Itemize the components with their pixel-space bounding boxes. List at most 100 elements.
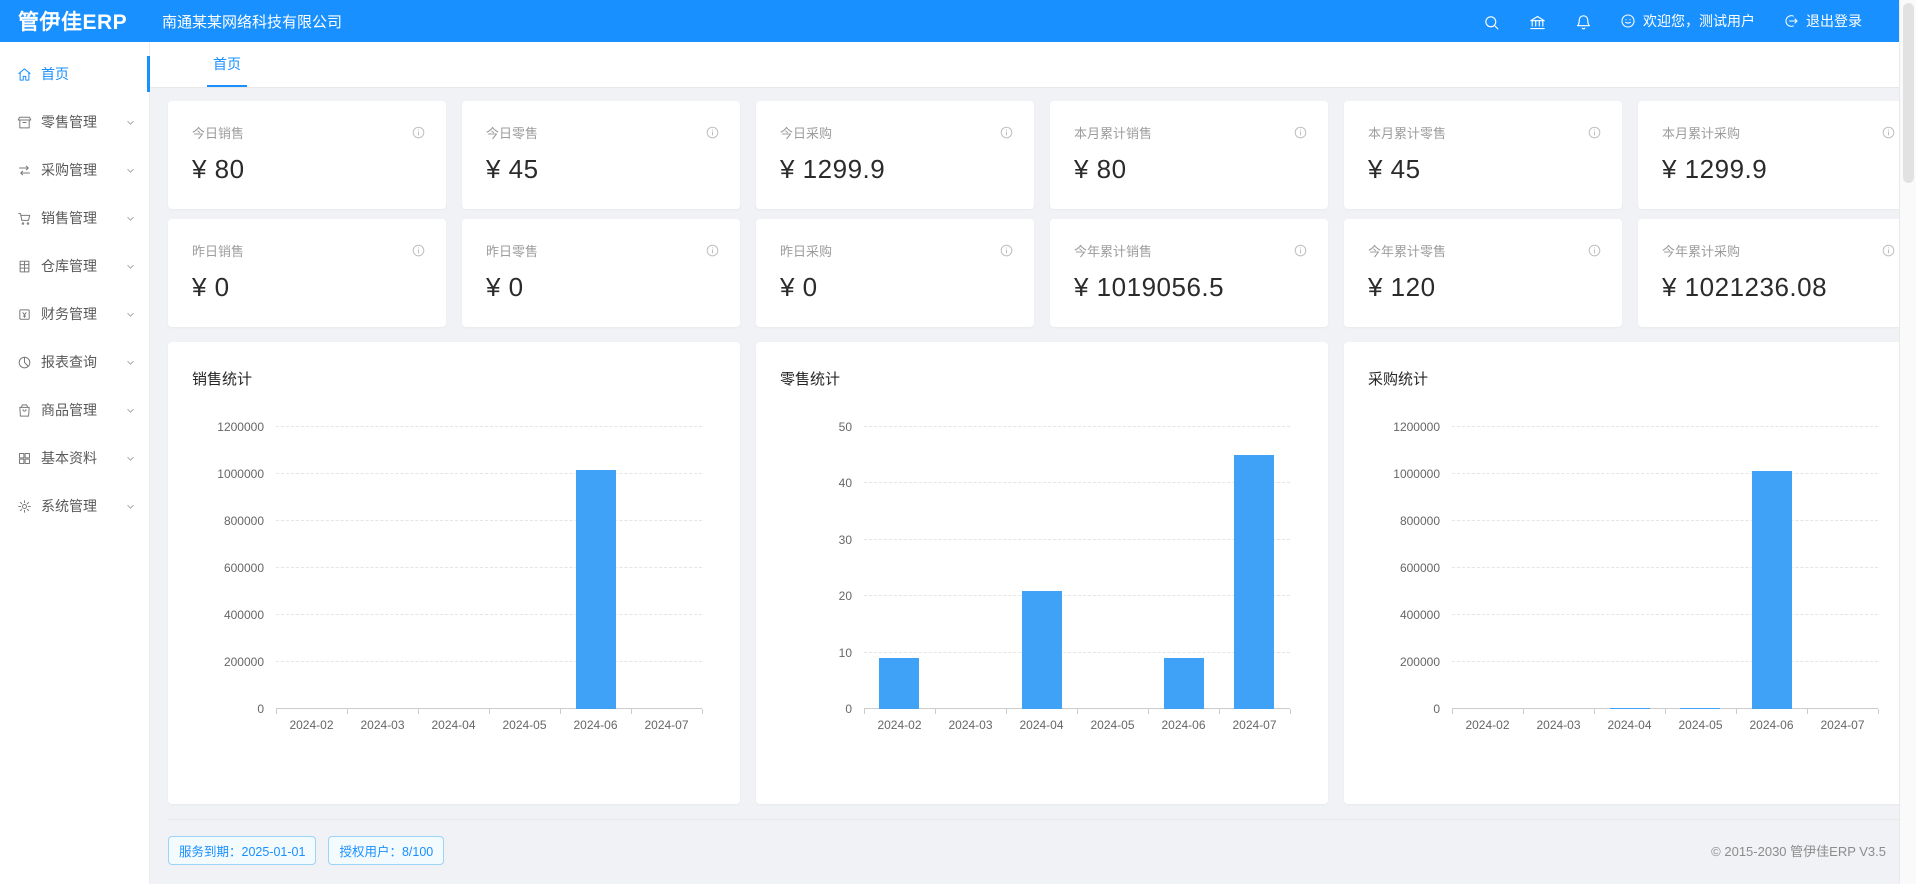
logout-label: 退出登录 xyxy=(1806,13,1862,29)
gridline xyxy=(1452,567,1878,568)
swap-icon xyxy=(19,165,30,175)
sidebar-item-purchase[interactable]: 采购管理 xyxy=(0,150,149,190)
info-icon[interactable] xyxy=(705,125,720,140)
stat-card-yesterday-purchase: 昨日采购 ¥ 0 xyxy=(756,219,1034,327)
sales-bar-2024-06[interactable] xyxy=(575,469,616,709)
y-axis-tick-label: 400000 xyxy=(1399,608,1440,622)
x-axis-tick xyxy=(1005,709,1007,714)
info-icon[interactable] xyxy=(411,243,426,258)
sidebar-item-finance[interactable]: 财务管理 xyxy=(0,294,149,334)
purchase-chart-card: 采购统计 0 200000 400000 600000 800000 1000000 1200… xyxy=(1344,342,1916,804)
sidebar-item-system[interactable]: 系统管理 xyxy=(0,486,149,526)
stat-card-header: 本月累计零售 xyxy=(1368,123,1602,142)
stat-card-value: ¥ 1021236.08 xyxy=(1662,272,1828,302)
y-axis-tick-label: 200000 xyxy=(1399,655,1440,669)
copyright-text: © 2015-2030 管伊佳ERP V3.5 xyxy=(1711,844,1886,859)
y-axis-tick-label: 30 xyxy=(838,532,852,547)
stat-card-header: 今年累计销售 xyxy=(1074,241,1308,260)
sidebar-item-goods[interactable]: 商品管理 xyxy=(0,390,149,430)
x-axis-tick xyxy=(1077,709,1078,714)
purchase-bar-2024-04[interactable] xyxy=(1609,707,1650,709)
shop-icon xyxy=(17,116,32,128)
stat-card-month-retail: 本月累计零售 ¥ 45 xyxy=(1344,101,1622,209)
sidebar-item-warehouse[interactable]: 仓库管理 xyxy=(0,246,149,286)
home-icon xyxy=(18,67,31,81)
vertical-scrollbar[interactable] xyxy=(1899,0,1916,884)
sales-chart-plot: 0 200000 400000 600000 800000 1000000 1200000 2… xyxy=(217,420,703,732)
y-axis-tick-label: 1200000 xyxy=(1393,420,1440,434)
y-axis-tick-label: 40 xyxy=(838,476,852,491)
goods-icon xyxy=(19,403,30,417)
cart-icon xyxy=(18,212,31,225)
x-axis-line xyxy=(276,708,702,709)
chevron-down-icon xyxy=(127,360,134,364)
y-axis-tick-label: 400000 xyxy=(223,608,264,622)
stat-card-yesterday-retail: 昨日零售 ¥ 0 xyxy=(462,219,740,327)
retail-chart-card: 零售统计 0 10 20 30 40 50 2024-02 2024-03 2024-04 2024… xyxy=(756,342,1328,804)
info-icon[interactable] xyxy=(1881,125,1896,140)
info-icon[interactable] xyxy=(705,243,720,258)
search-button[interactable] xyxy=(1468,0,1514,42)
stat-card-value: ¥ 0 xyxy=(192,272,230,302)
smile-icon xyxy=(1621,14,1635,28)
sidebar-item-home[interactable]: 首页 xyxy=(0,54,150,94)
y-axis-tick-label: 10 xyxy=(838,645,852,660)
purchase-bar-2024-06[interactable] xyxy=(1751,471,1792,709)
chevron-down-icon xyxy=(127,456,134,460)
gridline xyxy=(1452,614,1878,615)
sidebar-item-retail[interactable]: 零售管理 xyxy=(0,102,149,142)
gridline xyxy=(276,567,702,568)
chevron-down-icon xyxy=(127,216,134,220)
stat-card-label: 今年累计采购 xyxy=(1662,244,1741,259)
stat-card-header: 昨日采购 xyxy=(780,241,1014,260)
stat-card-value: ¥ 0 xyxy=(486,272,524,302)
stat-cards-grid: 今日销售 ¥ 80 今日零售 ¥ 45 今日采购 ¥ 1299.9 本月累计销售 ¥ 80 本月… xyxy=(168,101,1916,327)
logout-button[interactable]: 退出登录 xyxy=(1769,0,1876,42)
purchase-bar-2024-05[interactable] xyxy=(1680,708,1721,709)
notifications-button[interactable] xyxy=(1560,0,1606,42)
retail-chart-plot: 0 10 20 30 40 50 2024-02 2024-03 2024-04 2024-05 2… xyxy=(839,420,1291,732)
sidebar-item-sales[interactable]: 销售管理 xyxy=(0,198,149,238)
chevron-down-icon xyxy=(127,120,134,124)
scrollbar-thumb[interactable] xyxy=(1903,3,1914,183)
bank-button[interactable] xyxy=(1514,0,1560,42)
info-icon[interactable] xyxy=(411,125,426,140)
info-icon[interactable] xyxy=(999,243,1014,258)
info-icon[interactable] xyxy=(1881,243,1896,258)
sidebar-item-label: 系统管理 xyxy=(41,498,97,514)
retail-bar-2024-02[interactable] xyxy=(879,658,920,709)
y-axis-tick-label: 800000 xyxy=(1399,514,1440,528)
stat-card-header: 昨日销售 xyxy=(192,241,426,260)
info-icon[interactable] xyxy=(1293,125,1308,140)
report-icon xyxy=(18,356,31,368)
stat-card-label: 今年累计销售 xyxy=(1074,244,1153,259)
sidebar-item-label: 销售管理 xyxy=(41,210,97,226)
info-icon[interactable] xyxy=(1587,243,1602,258)
sidebar-item-basic-data[interactable]: 基本资料 xyxy=(0,438,149,478)
sidebar-item-reports[interactable]: 报表查询 xyxy=(0,342,149,382)
warehouse-icon xyxy=(19,260,30,272)
welcome-text: 欢迎您，测试用户 xyxy=(1643,13,1755,29)
stat-card-today-purchase: 今日采购 ¥ 1299.9 xyxy=(756,101,1034,209)
y-axis-tick-label: 0 xyxy=(1433,702,1440,716)
x-axis-tick-label: 2024-04 xyxy=(1607,718,1652,732)
info-icon[interactable] xyxy=(999,125,1014,140)
x-axis-tick-label: 2024-02 xyxy=(877,718,922,732)
tab-home[interactable]: 首页 xyxy=(207,42,247,87)
retail-bar-2024-06[interactable] xyxy=(1163,658,1204,709)
info-icon[interactable] xyxy=(1293,243,1308,258)
user-menu[interactable]: 欢迎您，测试用户 xyxy=(1606,0,1769,42)
stat-card-header: 本月累计采购 xyxy=(1662,123,1896,142)
x-axis-tick xyxy=(1878,709,1879,714)
gridline xyxy=(276,473,702,474)
x-axis-tick xyxy=(1522,709,1524,714)
x-axis-tick xyxy=(1219,709,1220,714)
stat-card-month-purchase: 本月累计采购 ¥ 1299.9 xyxy=(1638,101,1916,209)
retail-bar-2024-04[interactable] xyxy=(1021,590,1062,709)
x-axis-tick xyxy=(1290,709,1291,714)
y-axis-tick-label: 600000 xyxy=(223,561,264,575)
x-axis-tick-label: 2024-03 xyxy=(1536,718,1581,732)
stat-card-label: 昨日零售 xyxy=(486,244,539,259)
info-icon[interactable] xyxy=(1587,125,1602,140)
retail-bar-2024-07[interactable] xyxy=(1234,455,1275,709)
